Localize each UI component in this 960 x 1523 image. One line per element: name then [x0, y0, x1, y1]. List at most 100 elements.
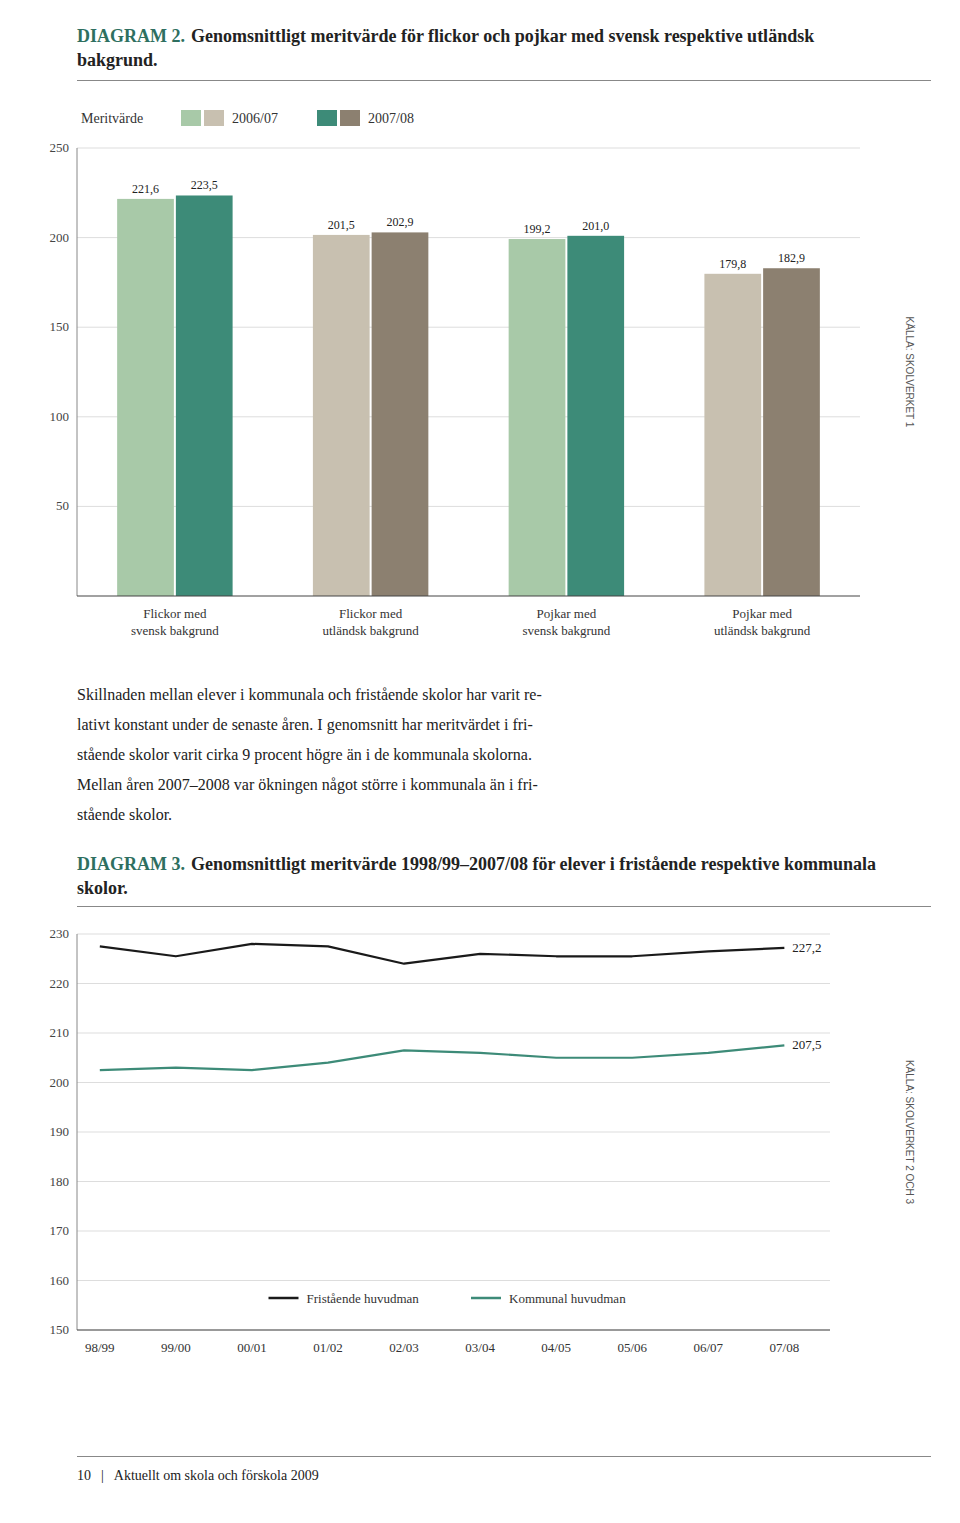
subtitle: Genomsnittligt meritvärde för flickor oc… [77, 26, 814, 70]
data-labels: 221,6 201,5 199,2 179,8 223,5 202,9 201,0 182,9 [132, 178, 805, 270]
x-axis-line [77, 595, 860, 596]
grid-line [77, 983, 830, 984]
body-text: Skillnaden mellan elever i kommunala och… [77, 680, 897, 830]
legend-label: Fristående huvudman [307, 1291, 420, 1306]
x-tick-label-line: utländsk bakgrund [714, 623, 811, 638]
grid-line [77, 1280, 830, 1281]
grid-line [77, 148, 860, 149]
x-tick-label-line: svensk bakgrund [523, 623, 611, 638]
legend-label: 2007/08 [368, 111, 414, 126]
legend: Meritvärde2006/072007/08 [81, 110, 414, 126]
grid-line [77, 1132, 830, 1133]
body-line: lativt konstant under de senaste åren. I… [77, 710, 897, 740]
x-tick-label-line: Pojkar med [732, 606, 792, 621]
data-label: 202,9 [386, 215, 413, 229]
source-note: KÄLLA: SKOLVERKET 2 OCH 3 [904, 1060, 915, 1205]
legend-swatch [317, 110, 337, 126]
bar [117, 199, 174, 596]
data-label: 199,2 [524, 222, 551, 236]
x-tick-label: 04/05 [541, 1340, 571, 1355]
y-tick-label: 200 [50, 1075, 70, 1090]
grid-line [77, 934, 830, 935]
x-tick-label-line: Pojkar med [537, 606, 597, 621]
y-axis: 150160170180190200210220230 [50, 926, 831, 1337]
chart-title: DIAGRAM 2.Genomsnittligt meritvärde för … [77, 24, 897, 72]
grid-line [77, 1082, 830, 1083]
y-tick-label: 170 [50, 1223, 70, 1238]
data-label: 223,5 [191, 178, 218, 192]
legend-swatch [340, 110, 360, 126]
y-tick-label: 50 [56, 498, 69, 513]
x-tick-label-line: Flickor med [339, 606, 403, 621]
x-tick-label-line: svensk bakgrund [131, 623, 219, 638]
x-tick-label-line: utländsk bakgrund [322, 623, 419, 638]
title-lead: DIAGRAM 3. [77, 854, 185, 874]
y-axis-line [77, 148, 78, 596]
footer: 10|Aktuellt om skola och förskola 2009 [77, 1468, 329, 1484]
x-tick-label: Pojkar med utländsk bakgrund [714, 606, 811, 638]
y-axis: 50100150200250 [50, 140, 861, 596]
data-label: 179,8 [719, 257, 746, 271]
body-line: stående skolor. [77, 800, 897, 830]
y-tick-label: 220 [50, 976, 70, 991]
lines [100, 944, 785, 1070]
footer-text: 10 [77, 1468, 91, 1483]
rule [77, 1456, 931, 1457]
source-note: KÄLLA: SKOLVERKET 1 [904, 317, 915, 428]
page: DIAGRAM 2.Genomsnittligt meritvärde för … [0, 0, 960, 1523]
bar [763, 268, 820, 596]
x-tick-label: 07/08 [770, 1340, 800, 1355]
data-label: 201,0 [582, 219, 609, 233]
rule [77, 906, 931, 907]
grid-line [77, 1181, 830, 1182]
x-tick-label: 98/99 [85, 1340, 115, 1355]
data-label: 221,6 [132, 182, 159, 196]
bar [176, 195, 233, 596]
legend-swatch [471, 1297, 501, 1300]
bars [117, 195, 820, 596]
x-tick-label: Pojkar med svensk bakgrund [523, 606, 611, 638]
bar [567, 236, 624, 596]
grid-line [77, 1231, 830, 1232]
x-tick-label: 05/06 [617, 1340, 647, 1355]
rule [77, 80, 931, 81]
bar [509, 239, 566, 596]
x-tick-label: 00/01 [237, 1340, 267, 1355]
x-tick-label: 03/04 [465, 1340, 495, 1355]
x-axis: Flickor med svensk bakgrund Flickor med utl… [131, 606, 811, 638]
legend-label: 2006/07 [232, 111, 278, 126]
grid-line [77, 1330, 830, 1331]
x-axis-line [77, 1329, 830, 1330]
footer-text: Aktuellt om skola och förskola 2009 [114, 1468, 319, 1483]
data-label: 201,5 [328, 218, 355, 232]
y-tick-label: 150 [50, 1322, 70, 1337]
title-lead: DIAGRAM 2. [77, 26, 185, 46]
grid-line [77, 1033, 830, 1034]
subtitle: Genomsnittligt meritvärde 1998/99–2007/0… [77, 854, 876, 898]
x-tick-label: Flickor med utländsk bakgrund [322, 606, 419, 638]
y-tick-label: 230 [50, 926, 70, 941]
x-tick-label: 06/07 [693, 1340, 723, 1355]
body-line: Mellan åren 2007–2008 var ökningen något… [77, 770, 897, 800]
legend-swatch [269, 1297, 299, 1300]
body-line: Skillnaden mellan elever i kommunala och… [77, 680, 897, 710]
line-chart: 15016017018019020021022023098/9999/0000/… [20, 920, 920, 1370]
bar [313, 235, 370, 596]
y-axis-line [77, 934, 78, 1330]
y-tick-label: 180 [50, 1174, 70, 1189]
y-tick-label: 100 [50, 409, 70, 424]
bar-chart: 50100150200250221,6201,5199,2179,8223,52… [20, 92, 920, 662]
y-tick-label: 250 [50, 140, 70, 155]
body-line: stående skolor varit cirka 9 procent hög… [77, 740, 897, 770]
data-label: 182,9 [778, 251, 805, 265]
x-tick-label: 01/02 [313, 1340, 343, 1355]
legend-swatch [204, 110, 224, 126]
legend-swatch [181, 110, 201, 126]
chart-title: DIAGRAM 3.Genomsnittligt meritvärde 1998… [77, 852, 897, 900]
data-label: 227,2 [792, 940, 821, 955]
series-line [100, 944, 785, 964]
legend: Fristående huvudmanKommunal huvudman [269, 1291, 627, 1306]
y-tick-label: 210 [50, 1025, 70, 1040]
x-tick-label: 02/03 [389, 1340, 419, 1355]
data-label: 207,5 [792, 1037, 821, 1052]
